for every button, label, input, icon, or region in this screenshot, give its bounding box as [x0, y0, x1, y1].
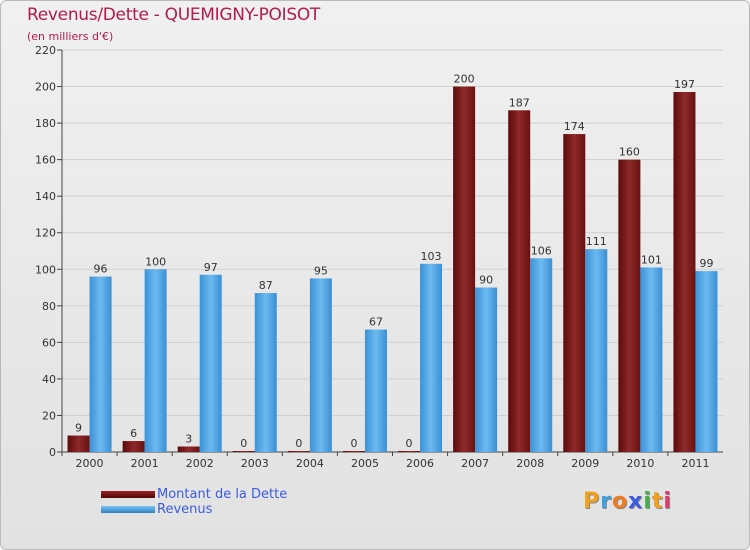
legend-label-debt: Montant de la Dette: [157, 487, 288, 502]
data-label-debt: 0: [406, 437, 413, 450]
y-tick-label: 160: [35, 154, 56, 167]
bar-debt: [232, 451, 255, 452]
data-label-revenue: 103: [421, 250, 442, 263]
data-label-revenue: 99: [699, 257, 713, 270]
bar-debt: [673, 92, 696, 452]
chart-title: Revenus/Dette - QUEMIGNY-POISOT: [27, 5, 320, 25]
data-label-debt: 187: [509, 96, 530, 109]
bar-revenue: [144, 269, 167, 452]
y-tick-label: 20: [42, 409, 56, 422]
x-tick-label: 2010: [626, 457, 654, 470]
data-label-debt: 0: [240, 437, 247, 450]
y-tick-label: 220: [35, 44, 56, 57]
y-tick-label: 60: [42, 336, 56, 349]
data-label-debt: 197: [674, 78, 695, 91]
bar-debt: [398, 451, 421, 452]
x-tick-label: 2002: [186, 457, 214, 470]
bar-debt: [122, 441, 145, 452]
data-label-revenue: 106: [531, 244, 552, 257]
bar-revenue: [254, 293, 277, 452]
data-label-revenue: 96: [94, 263, 108, 276]
bar-debt: [287, 451, 310, 452]
chart-subtitle: (en milliers d'€): [27, 30, 114, 43]
data-label-debt: 0: [350, 437, 357, 450]
data-label-debt: 6: [130, 427, 137, 440]
bar-revenue: [199, 274, 222, 452]
bar-debt: [453, 86, 476, 452]
x-tick-label: 2005: [351, 457, 379, 470]
bar-revenue: [89, 276, 112, 452]
bar-debt: [177, 446, 200, 452]
data-label-revenue: 87: [259, 279, 273, 292]
bar-debt: [67, 435, 90, 452]
data-label-revenue: 95: [314, 264, 328, 277]
data-label-debt: 9: [75, 422, 82, 435]
bar-debt: [342, 451, 365, 452]
x-tick-label: 2004: [296, 457, 324, 470]
y-tick-label: 180: [35, 117, 56, 130]
x-tick-label: 2008: [516, 457, 544, 470]
proxiti-logo: Proxiti: [583, 489, 672, 514]
data-label-debt: 200: [454, 73, 475, 86]
data-label-revenue: 111: [586, 235, 607, 248]
bar-debt: [618, 159, 641, 453]
x-tick-label: 2009: [571, 457, 599, 470]
bar-revenue: [585, 249, 608, 452]
bar-revenue: [309, 278, 332, 452]
y-tick-label: 0: [49, 446, 56, 459]
y-tick-label: 80: [42, 300, 56, 313]
x-tick-label: 2003: [241, 457, 269, 470]
x-tick-label: 2001: [131, 457, 159, 470]
data-label-debt: 0: [295, 437, 302, 450]
data-label-revenue: 97: [204, 261, 218, 274]
x-tick-label: 2007: [461, 457, 489, 470]
bar-debt: [563, 134, 586, 452]
legend-swatch-revenue: [101, 506, 155, 513]
legend-label-revenue: Revenus: [157, 502, 213, 517]
bar-revenue: [695, 271, 718, 452]
y-tick-label: 140: [35, 190, 56, 203]
data-label-revenue: 90: [479, 274, 493, 287]
bar-revenue: [364, 329, 387, 452]
data-label-revenue: 101: [641, 253, 662, 266]
bar-revenue: [640, 267, 663, 452]
bar-revenue: [475, 287, 498, 452]
x-tick-label: 2006: [406, 457, 434, 470]
y-tick-label: 200: [35, 81, 56, 94]
data-label-debt: 3: [185, 433, 192, 446]
y-tick-label: 100: [35, 263, 56, 276]
data-label-revenue: 67: [369, 316, 383, 329]
data-label-revenue: 100: [145, 255, 166, 268]
bar-debt: [508, 110, 531, 453]
legend-swatch-debt: [101, 491, 155, 498]
data-label-debt: 174: [564, 120, 585, 133]
bar-revenue: [420, 263, 443, 452]
x-tick-label: 2000: [76, 457, 104, 470]
y-tick-label: 120: [35, 227, 56, 240]
data-label-debt: 160: [619, 146, 640, 159]
bar-revenue: [530, 258, 553, 452]
y-tick-label: 40: [42, 373, 56, 386]
x-tick-label: 2011: [681, 457, 709, 470]
